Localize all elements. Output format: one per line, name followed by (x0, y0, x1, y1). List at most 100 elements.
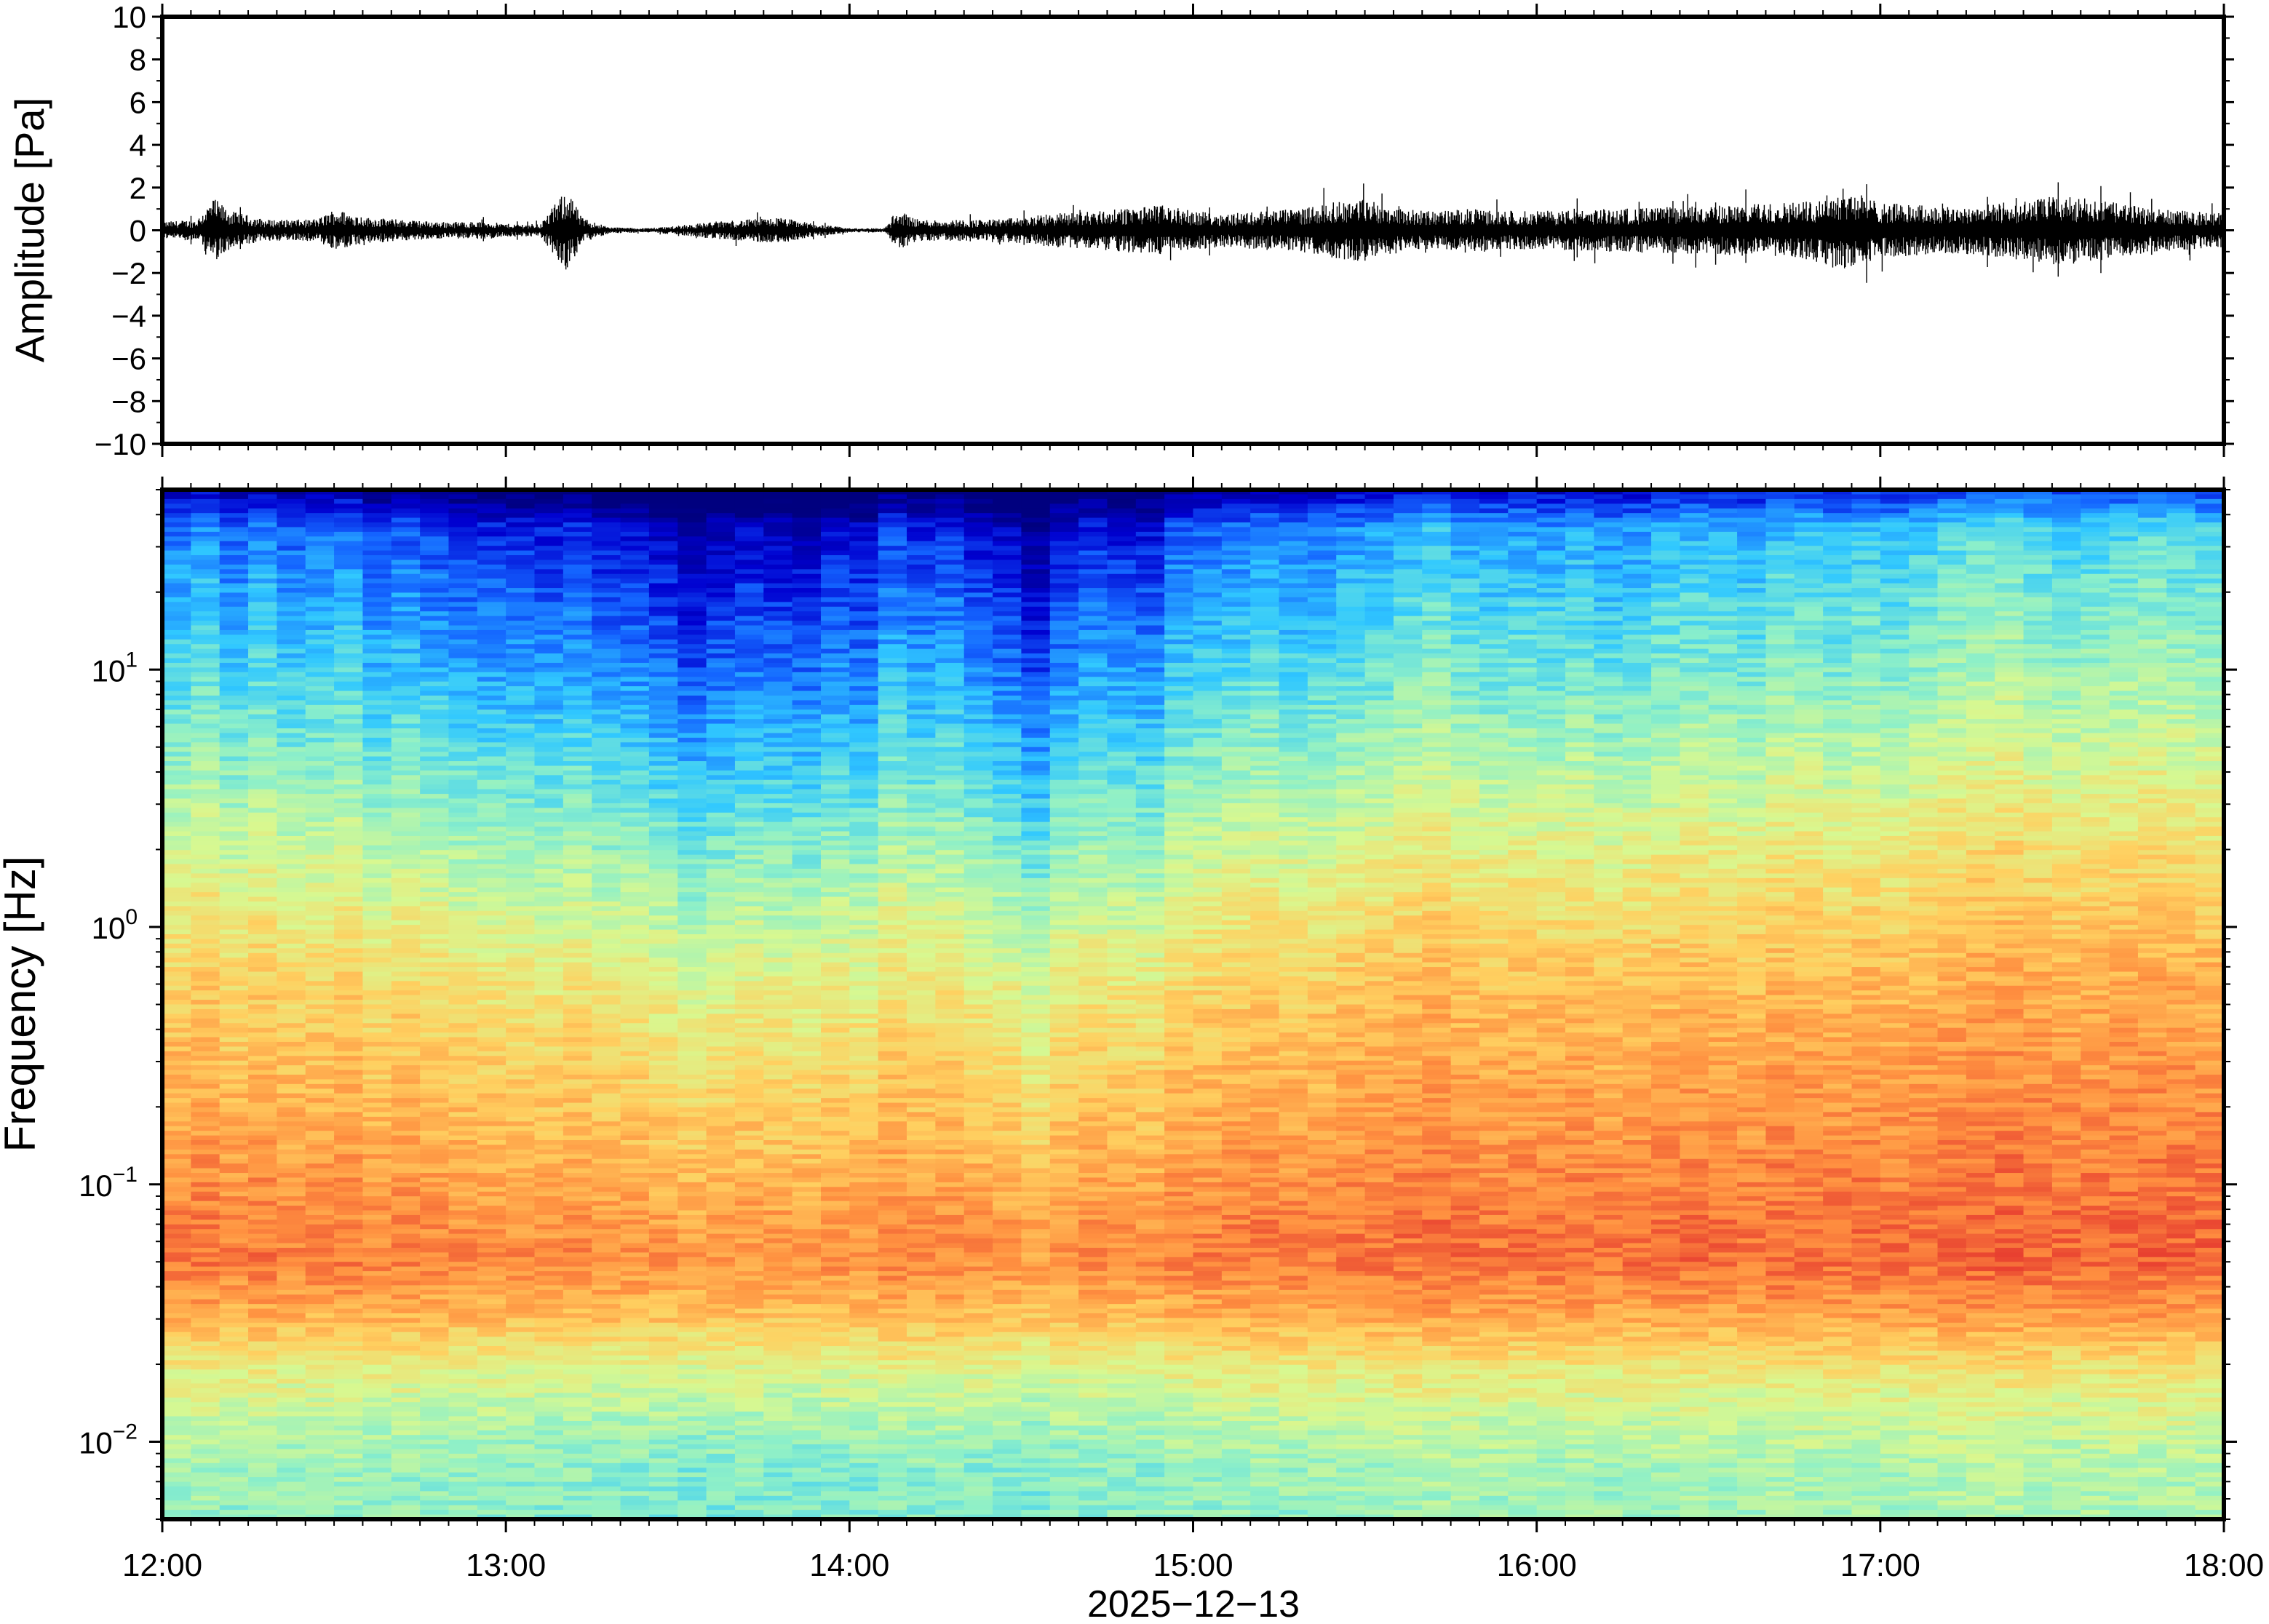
spectrogram-cell (334, 1313, 364, 1319)
spectrogram-cell (448, 995, 478, 1000)
spectrogram-cell (277, 1079, 306, 1085)
spectrogram-cell (162, 1214, 192, 1221)
spectrogram-cell (648, 1332, 679, 1337)
spectrogram-cell (448, 1093, 478, 1099)
spectrogram-cell (219, 667, 249, 673)
spectrogram-cell (563, 784, 593, 790)
spectrogram-cell (420, 775, 450, 781)
spectrogram-cell (191, 1032, 220, 1038)
spectrogram-cell (248, 1210, 278, 1216)
spectrogram-cell (162, 536, 192, 542)
spectrogram-cell (706, 1229, 736, 1235)
spectrogram-cell (477, 929, 506, 935)
spectrogram-cell (534, 892, 564, 898)
spectrogram-cell (648, 756, 679, 762)
spectrogram-cell (191, 1018, 220, 1024)
spectrogram-cell (420, 672, 450, 678)
spectrogram-cell (248, 1462, 278, 1469)
spectrogram-cell (477, 925, 506, 931)
spectrogram-cell (620, 1229, 650, 1235)
spectrogram-cell (362, 1051, 392, 1057)
spectrogram-cell (448, 896, 478, 902)
spectrogram-cell (734, 737, 765, 744)
spectrogram-cell (620, 934, 650, 940)
spectrogram-cell (277, 1158, 306, 1164)
spectrogram-cell (305, 887, 335, 893)
spectrogram-cell (620, 1416, 650, 1422)
spectrogram-cell (162, 634, 192, 640)
spectrogram-cell (734, 1346, 765, 1352)
spectrogram-cell (620, 1233, 650, 1239)
spectrogram-cell (506, 1154, 536, 1160)
spectrogram-cell (563, 1477, 593, 1483)
spectrogram-cell (534, 522, 564, 528)
spectrogram-cell (677, 569, 707, 575)
spectrogram-cell (477, 1154, 506, 1160)
spectrogram-cell (277, 877, 306, 884)
spectrogram-cell (162, 696, 192, 701)
spectrogram-cell (506, 952, 536, 958)
spectrogram-cell (648, 1206, 679, 1211)
spectrogram-cell (219, 1014, 249, 1019)
spectrogram-cell (248, 798, 278, 804)
spectrogram-cell (734, 728, 765, 734)
spectrogram-cell (448, 1327, 478, 1333)
spectrogram-cell (305, 1289, 335, 1296)
spectrogram-cell (362, 1388, 392, 1394)
spectrogram-cell (219, 1397, 249, 1403)
spectrogram-cell (763, 1088, 793, 1094)
spectrogram-cell (477, 662, 506, 669)
spectrogram-cell (592, 831, 621, 837)
spectrogram-cell (620, 1257, 650, 1263)
spectrogram-cell (191, 597, 220, 603)
spectrogram-cell (734, 1491, 765, 1497)
spectrogram-cell (334, 1079, 364, 1085)
spectrogram-cell (734, 1472, 765, 1478)
spectrogram-cell (506, 498, 536, 505)
spectrogram-cell (763, 798, 793, 804)
spectrogram-cell (391, 1453, 421, 1460)
spectrogram-cell (592, 1510, 621, 1516)
spectrogram-cell (277, 761, 306, 767)
spectrogram-cell (334, 1350, 364, 1356)
spectrogram-cell (734, 761, 765, 767)
spectrogram-cell (677, 1008, 707, 1015)
spectrogram-cell (305, 616, 335, 621)
spectrogram-cell (448, 1468, 478, 1473)
spectrogram-cell (620, 1420, 650, 1427)
spectrogram-cell (248, 625, 278, 631)
spectrogram-cell (420, 583, 450, 589)
spectrogram-cell (334, 1275, 364, 1281)
spectrogram-cell (277, 555, 306, 561)
spectrogram-cell (334, 1233, 364, 1239)
spectrogram-cell (534, 606, 564, 613)
spectrogram-cell (362, 1444, 392, 1450)
spectrogram-cell (362, 1294, 392, 1300)
spectrogram-cell (763, 775, 793, 781)
spectrogram-cell (448, 798, 478, 804)
spectrogram-cell (534, 1510, 564, 1516)
spectrogram-cell (506, 677, 536, 682)
spectrogram-cell (391, 625, 421, 631)
spectrogram-cell (420, 1360, 450, 1366)
spectrogram-cell (219, 854, 249, 860)
spectrogram-cell (763, 1060, 793, 1066)
spectrogram-cell (477, 611, 506, 617)
spectrogram-cell (219, 1406, 249, 1412)
spectrogram-cell (506, 1131, 536, 1137)
spectrogram-cell (592, 765, 621, 771)
spectrogram-cell (162, 929, 192, 935)
spectrogram-cell (334, 864, 364, 869)
spectrogram-cell (248, 1453, 278, 1460)
spectrogram-cell (162, 1056, 192, 1062)
spectrogram-cell (563, 629, 593, 636)
spectrogram-cell (706, 597, 736, 603)
spectrogram-cell (277, 765, 306, 771)
spectrogram-cell (477, 1056, 506, 1062)
spectrogram-cell (305, 1079, 335, 1085)
spectrogram-cell (334, 1364, 364, 1370)
spectrogram-cell (477, 775, 506, 781)
spectrogram-cell (305, 686, 335, 692)
spectrogram-cell (477, 1032, 506, 1038)
spectrogram-cell (334, 827, 364, 832)
